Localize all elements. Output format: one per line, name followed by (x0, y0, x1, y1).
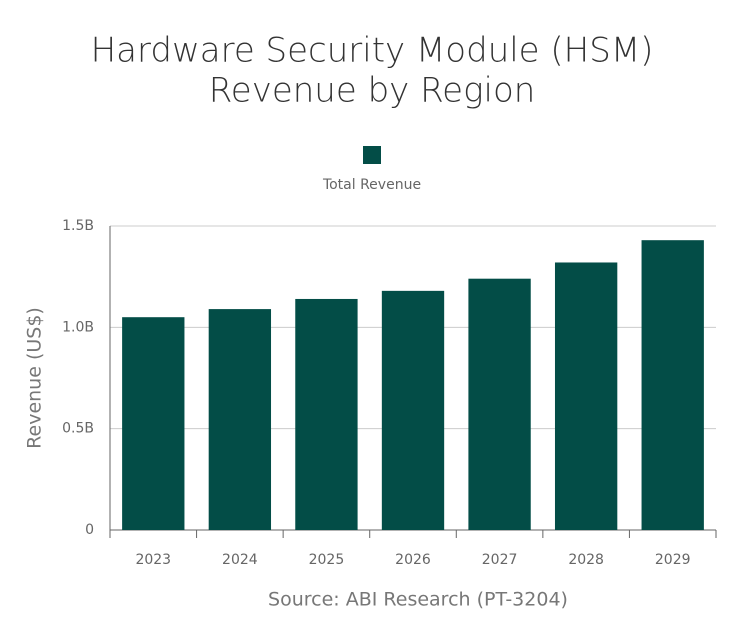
legend-swatch (363, 146, 381, 164)
legend-label: Total Revenue (322, 177, 421, 193)
y-tick-label: 1.0B (62, 319, 94, 335)
x-axis-title: Source: ABI Research (PT-3204) (268, 589, 568, 611)
x-tick-label: 2027 (482, 552, 518, 568)
bar (468, 278, 531, 530)
x-tick-label: 2029 (655, 552, 691, 568)
x-tick-label: 2028 (568, 552, 604, 568)
x-tick-label: 2026 (395, 552, 431, 568)
bar (122, 317, 185, 530)
y-axis-title: Revenue (US$) (24, 307, 46, 449)
y-tick-label: 0.5B (62, 421, 94, 437)
chart-title: Revenue by Region (209, 71, 536, 111)
chart-title: Hardware Security Module (HSM) (91, 31, 654, 71)
y-tick-label: 0 (85, 522, 94, 538)
x-tick-label: 2024 (222, 552, 258, 568)
bar (381, 290, 445, 530)
bar (641, 240, 704, 531)
x-tick-label: 2023 (135, 552, 171, 568)
bar (554, 262, 618, 530)
x-tick-label: 2025 (309, 552, 345, 568)
bar (208, 309, 272, 530)
bar (295, 298, 358, 530)
y-tick-label: 1.5B (62, 218, 94, 234)
